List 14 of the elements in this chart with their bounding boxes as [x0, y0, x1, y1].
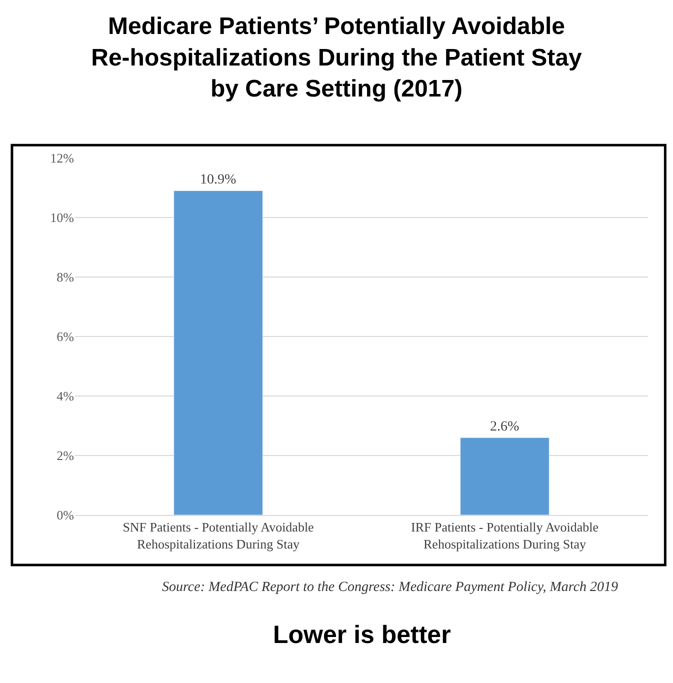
y-tick-label: 10% [50, 210, 74, 226]
y-tick-label: 8% [56, 270, 74, 285]
y-tick-label: 4% [56, 388, 74, 404]
y-tick-label: 6% [56, 329, 74, 344]
x-tick-label: IRF Patients - Potentially Avoidable Rehospitalizations During Stay [410, 520, 599, 552]
data-label: 2.6% [490, 420, 520, 435]
data-label: 10.9% [200, 172, 236, 188]
text: Lower is better [273, 621, 452, 649]
y-tick-label: 2% [56, 448, 74, 464]
chart-title: Medicare Patients’ Potentially Avoidable Re-hospitalizations During the Patient Stay by Care Setting (2017) [91, 13, 583, 103]
source-note: Source: MedPAC Report to the Congress: Medicare Payment Policy, March 2019 [162, 580, 618, 595]
x-tick-label: SNF Patients - Potentially Avoidable Rehospitalizations During Stay [122, 520, 314, 552]
y-tick-label: 12% [50, 150, 74, 166]
y-tick-label: 0% [56, 508, 74, 523]
